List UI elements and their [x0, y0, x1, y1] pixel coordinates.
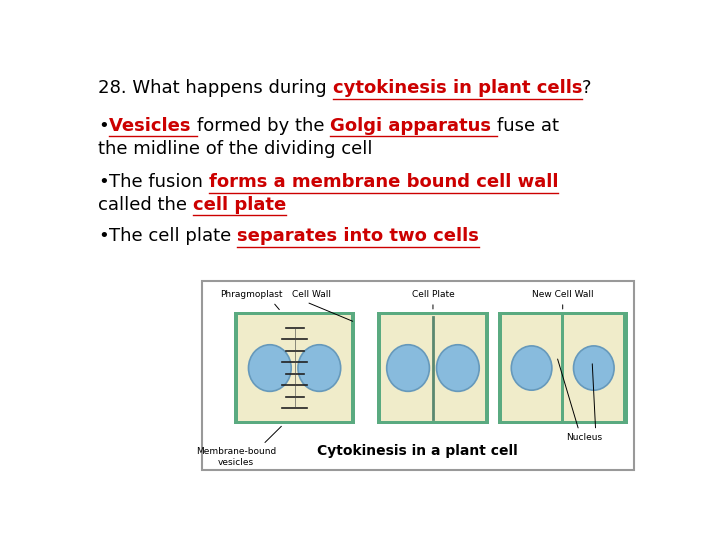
Text: Phragmoplast: Phragmoplast — [220, 291, 283, 309]
Text: •: • — [99, 173, 109, 191]
Text: Cell Plate: Cell Plate — [412, 291, 454, 309]
Text: separates into two cells: separates into two cells — [237, 227, 479, 245]
Text: Cell Wall: Cell Wall — [292, 291, 353, 321]
Text: the midline of the dividing cell: the midline of the dividing cell — [99, 140, 373, 158]
Text: fuse at: fuse at — [498, 117, 559, 135]
Bar — [560, 312, 628, 424]
Text: called the: called the — [99, 196, 193, 214]
Bar — [202, 281, 634, 470]
Text: 28. What happens during: 28. What happens during — [99, 79, 333, 97]
Bar — [564, 315, 624, 421]
Text: The cell plate: The cell plate — [109, 227, 237, 245]
Ellipse shape — [436, 345, 480, 391]
Ellipse shape — [511, 346, 552, 390]
Text: Membrane-bound
vesicles: Membrane-bound vesicles — [196, 426, 282, 467]
Text: Golgi apparatus: Golgi apparatus — [330, 117, 498, 135]
Text: cytokinesis in plant cells: cytokinesis in plant cells — [333, 79, 582, 97]
Text: ?: ? — [582, 79, 592, 97]
Text: New Cell Wall: New Cell Wall — [532, 291, 593, 309]
Ellipse shape — [298, 345, 341, 391]
Ellipse shape — [248, 345, 291, 391]
Ellipse shape — [574, 346, 614, 390]
Text: Vesicles: Vesicles — [109, 117, 197, 135]
Text: Cytokinesis in a plant cell: Cytokinesis in a plant cell — [318, 444, 518, 458]
Bar — [502, 315, 561, 421]
Text: forms a membrane bound cell wall: forms a membrane bound cell wall — [209, 173, 558, 191]
Text: •: • — [99, 227, 109, 245]
Text: •: • — [99, 117, 109, 135]
Ellipse shape — [387, 345, 429, 391]
Bar — [234, 312, 355, 424]
Text: cell plate: cell plate — [193, 196, 287, 214]
Text: The fusion: The fusion — [109, 173, 209, 191]
Bar — [377, 312, 490, 424]
Bar — [498, 312, 565, 424]
Text: Nucleus: Nucleus — [567, 433, 603, 442]
Text: formed by the: formed by the — [197, 117, 330, 135]
Bar — [381, 315, 485, 421]
Bar — [238, 315, 351, 421]
